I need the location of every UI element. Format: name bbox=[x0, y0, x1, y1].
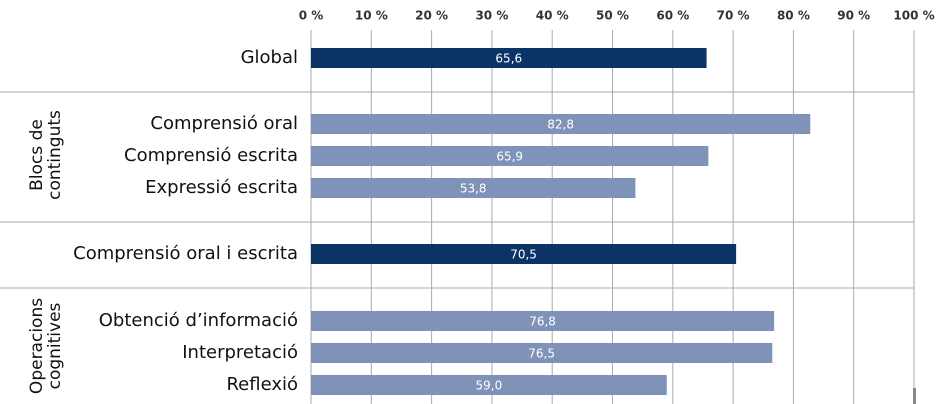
group-label: Blocs decontinguts bbox=[27, 110, 65, 200]
axis-end bbox=[913, 388, 916, 404]
x-tick-label: 70 % bbox=[717, 9, 750, 23]
value-label: 53,8 bbox=[460, 182, 487, 196]
bar bbox=[311, 114, 811, 134]
value-label: 65,6 bbox=[495, 52, 522, 66]
group-label-line: continguts bbox=[45, 110, 65, 200]
x-tick-label: 50 % bbox=[596, 9, 629, 23]
bar bbox=[311, 244, 737, 264]
x-tick-label: 40 % bbox=[536, 9, 569, 23]
bar bbox=[311, 178, 636, 198]
category-label: Comprensió oral i escrita bbox=[73, 243, 298, 264]
x-tick-label: 20 % bbox=[415, 9, 448, 23]
category-label: Global bbox=[241, 47, 298, 68]
x-tick-label: 80 % bbox=[777, 9, 810, 23]
value-label: 76,5 bbox=[528, 347, 555, 361]
x-tick-label: 0 % bbox=[299, 9, 324, 23]
value-label: 59,0 bbox=[476, 379, 503, 393]
category-label: Reflexió bbox=[226, 374, 298, 395]
x-tick-label: 10 % bbox=[355, 9, 388, 23]
value-label: 70,5 bbox=[510, 248, 537, 262]
value-label: 76,8 bbox=[529, 315, 556, 329]
value-label: 82,8 bbox=[547, 118, 574, 132]
x-tick-label: 60 % bbox=[656, 9, 689, 23]
x-tick-label: 30 % bbox=[475, 9, 508, 23]
category-label: Comprensió oral bbox=[150, 113, 298, 134]
category-label: Comprensió escrita bbox=[124, 145, 298, 166]
x-tick-label: 90 % bbox=[837, 9, 870, 23]
category-label: Interpretació bbox=[182, 342, 298, 363]
group-label: Operacionscognitives bbox=[27, 298, 65, 394]
category-label: Obtenció d’informació bbox=[99, 310, 298, 331]
value-label: 65,9 bbox=[496, 150, 523, 164]
category-label: Expressió escrita bbox=[145, 177, 298, 198]
group-label-line: Blocs de bbox=[27, 119, 47, 191]
bar bbox=[311, 146, 709, 166]
group-label-line: Operacions bbox=[27, 298, 47, 394]
bar bbox=[311, 48, 707, 68]
x-tick-label: 100 % bbox=[893, 9, 934, 23]
bar bbox=[311, 311, 775, 331]
bar bbox=[311, 375, 667, 395]
bar bbox=[311, 343, 773, 363]
group-label-line: cognitives bbox=[45, 302, 65, 389]
